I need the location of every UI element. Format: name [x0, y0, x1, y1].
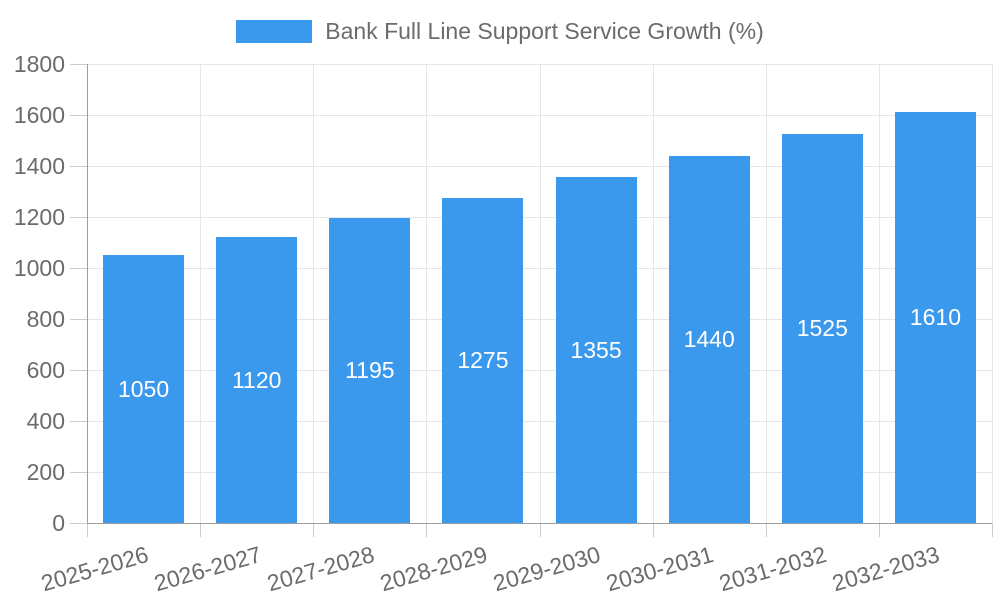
bar-value-label: 1195 — [345, 357, 395, 384]
y-axis-tick-label: 600 — [26, 357, 65, 383]
y-axis-line — [87, 64, 88, 523]
bar[interactable]: 1525 — [781, 134, 863, 523]
y-axis-tick-label: 1400 — [13, 153, 65, 179]
x-axis-tick — [878, 523, 880, 537]
y-axis-tick-label: 1600 — [13, 102, 65, 128]
y-axis-tick — [70, 217, 87, 218]
x-axis-tick — [765, 523, 767, 537]
y-axis-tick-label: 800 — [26, 306, 65, 332]
bar[interactable]: 1120 — [216, 237, 298, 523]
bar[interactable]: 1195 — [329, 218, 411, 523]
bar-value-label: 1610 — [909, 304, 962, 331]
bar[interactable]: 1355 — [555, 177, 637, 523]
y-axis-tick-label: 200 — [26, 459, 65, 485]
y-axis-tick-label: 0 — [52, 510, 65, 536]
y-axis-tick-label: 400 — [26, 408, 65, 434]
x-axis-tick — [426, 523, 428, 537]
bar-value-label: 1120 — [231, 366, 282, 393]
bar[interactable]: 1050 — [103, 255, 185, 523]
y-axis-tick — [70, 523, 87, 524]
x-axis-tick — [992, 523, 993, 537]
x-grid-line — [765, 64, 767, 523]
bar-value-label: 1525 — [796, 315, 848, 342]
bar-value-label: 1050 — [117, 375, 170, 402]
x-grid-line — [200, 64, 202, 523]
bar[interactable]: 1440 — [668, 155, 750, 523]
y-axis-tick — [70, 319, 87, 320]
y-axis-tick — [70, 268, 87, 269]
x-axis-tick — [313, 523, 315, 537]
y-axis-tick — [70, 115, 87, 116]
bar-value-label: 1355 — [570, 336, 622, 363]
bar[interactable]: 1610 — [894, 112, 976, 523]
legend-label: Bank Full Line Support Service Growth (%… — [325, 18, 764, 44]
x-axis-line — [87, 523, 992, 524]
y-axis-tick — [70, 421, 87, 422]
x-grid-line — [992, 64, 993, 523]
bar-value-label: 1275 — [457, 346, 509, 373]
x-grid-line — [539, 64, 541, 523]
y-axis-tick — [70, 64, 87, 65]
y-axis-tick — [70, 166, 87, 167]
x-axis-tick — [539, 523, 541, 537]
y-axis-tick — [70, 370, 87, 371]
legend-swatch — [236, 20, 313, 43]
x-grid-line — [426, 64, 428, 523]
bar[interactable]: 1275 — [442, 197, 524, 523]
y-axis-tick-label: 1200 — [13, 204, 65, 230]
y-axis-tick — [70, 472, 87, 473]
x-axis-tick — [200, 523, 202, 537]
x-grid-line — [313, 64, 315, 523]
y-axis-tick-label: 1800 — [13, 51, 65, 77]
bar-value-label: 1440 — [683, 325, 735, 352]
x-grid-line — [878, 64, 880, 523]
x-axis-tick — [87, 523, 88, 537]
x-grid-line — [652, 64, 654, 523]
y-axis-tick-label: 1000 — [13, 255, 65, 281]
x-axis-tick — [652, 523, 654, 537]
legend[interactable]: Bank Full Line Support Service Growth (%… — [0, 18, 1000, 45]
